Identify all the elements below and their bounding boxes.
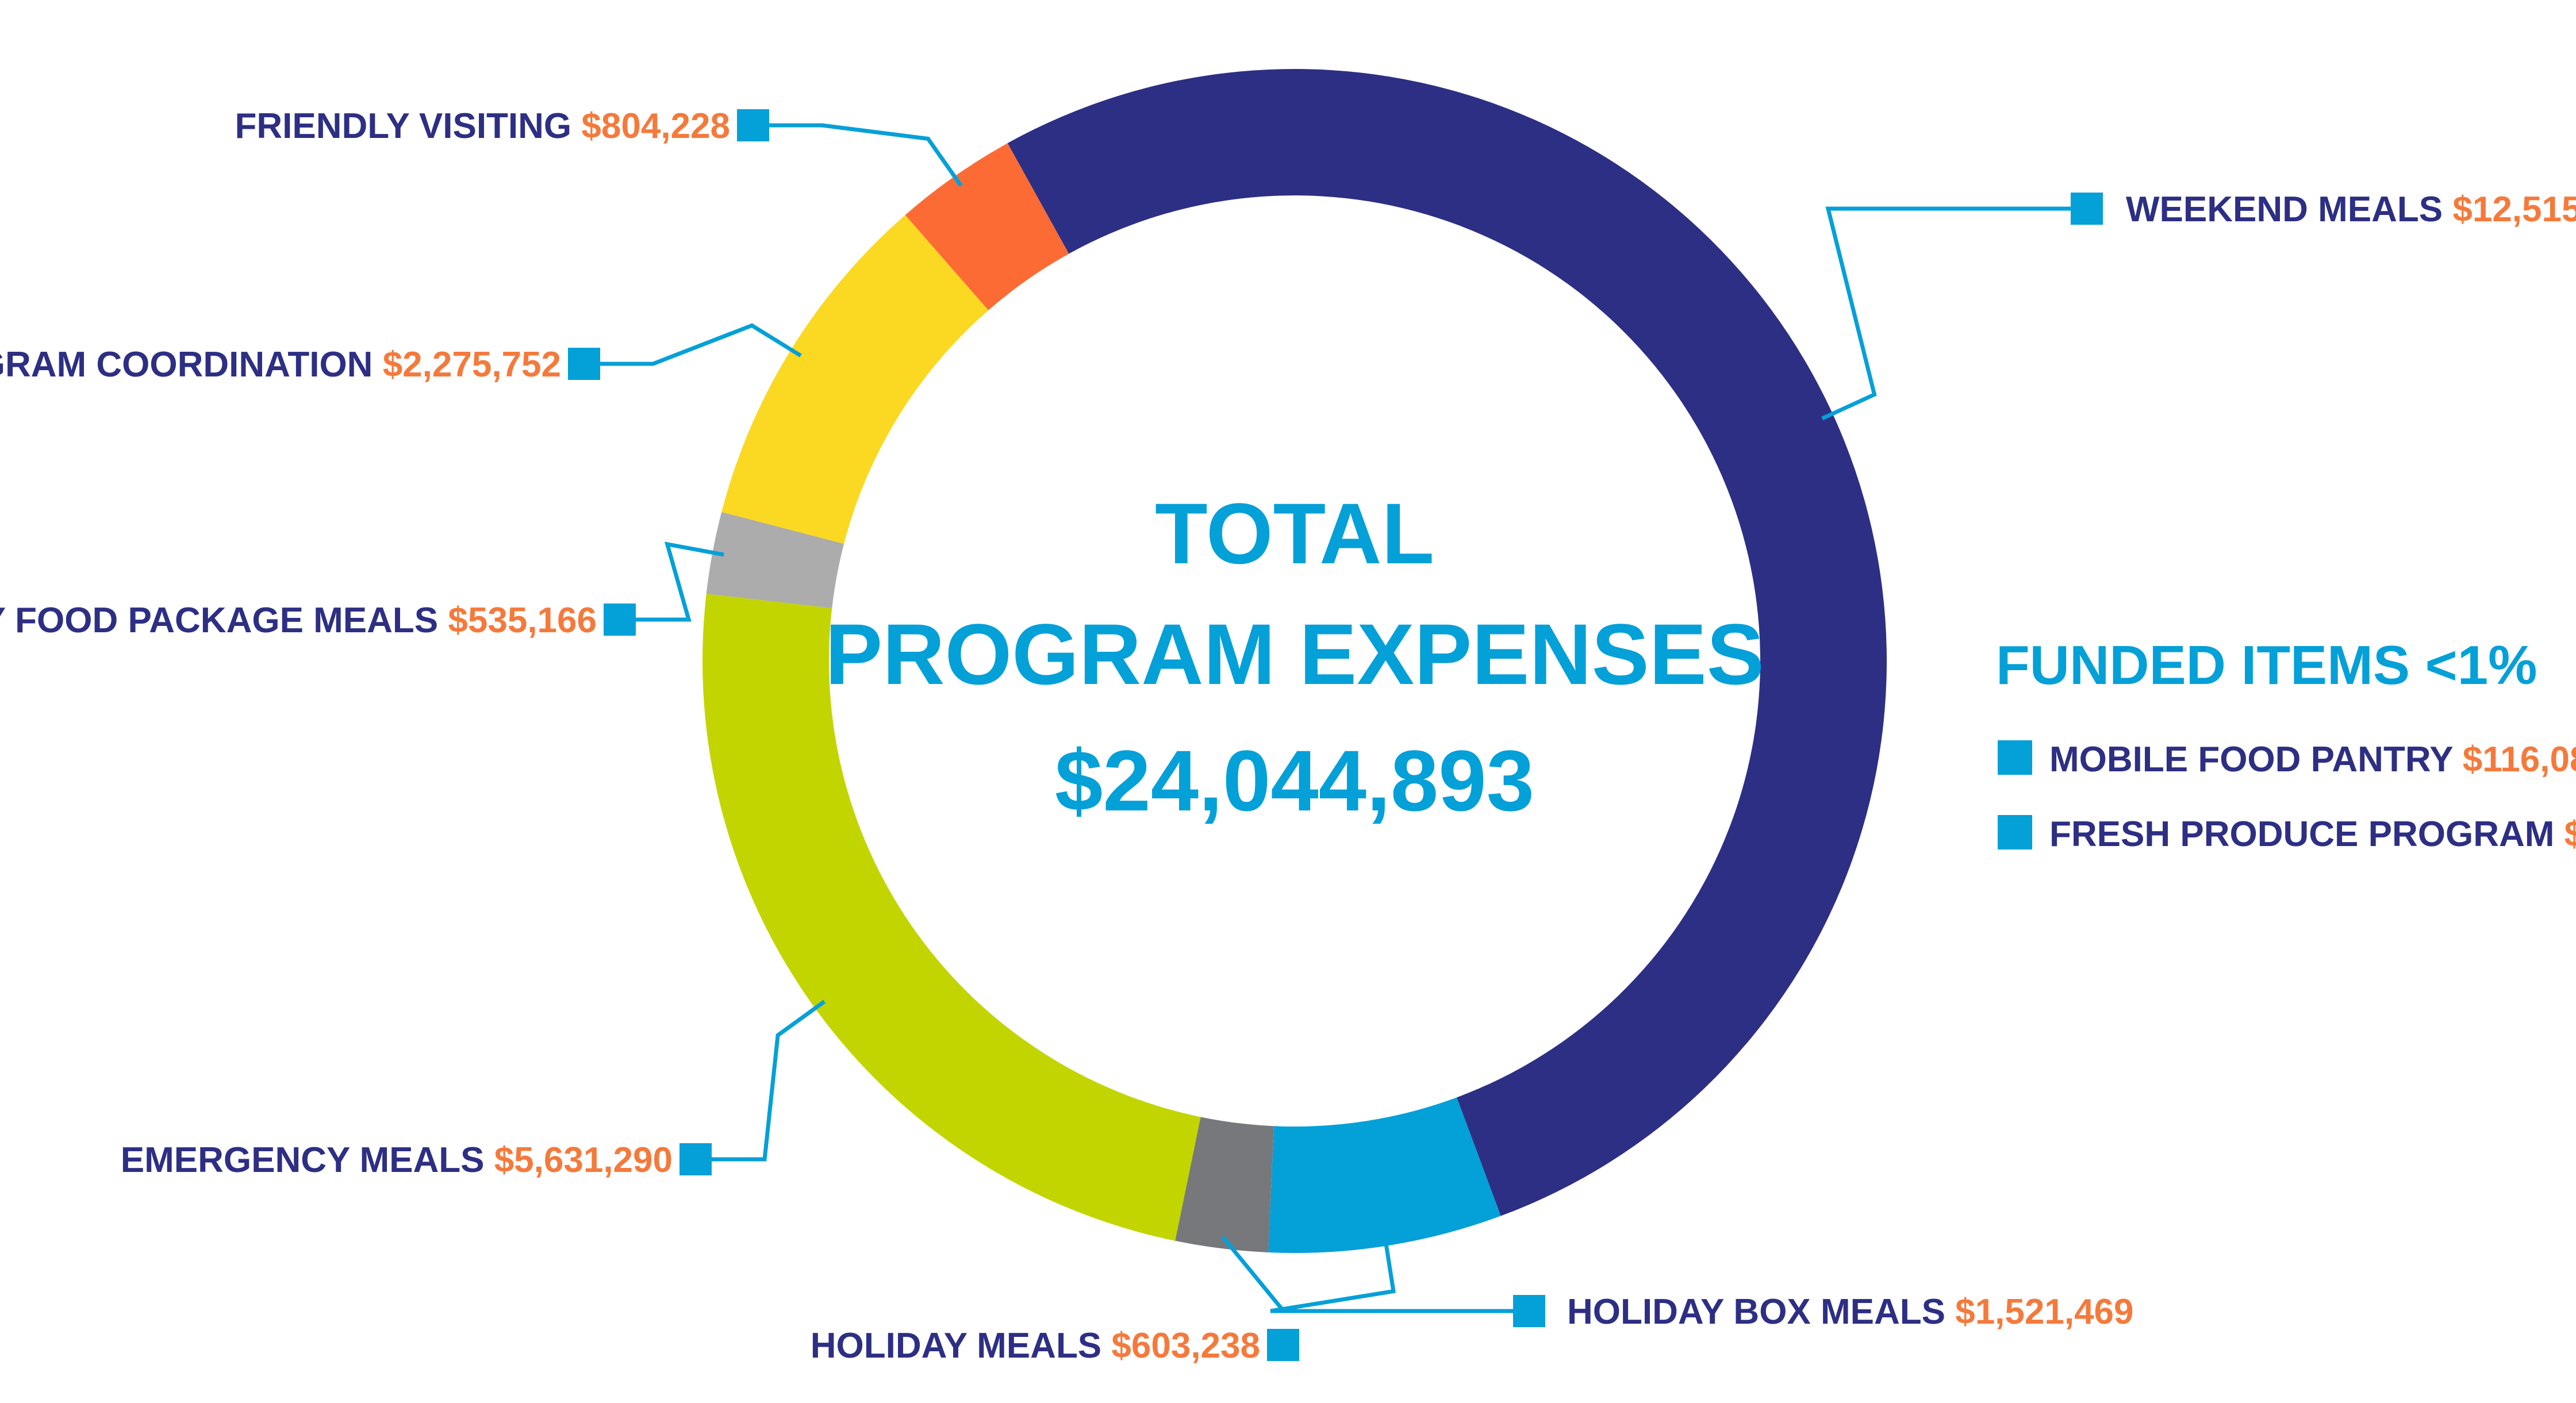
label-emergency-meals: EMERGENCY MEALS $5,631,290 <box>121 1140 673 1180</box>
label-category: EMERGENCY MEALS <box>121 1140 494 1180</box>
leader-weekend-meals <box>1821 206 2071 421</box>
label-category: EMERGENCY FOOD PACKAGE MEALS <box>0 601 448 640</box>
label-holiday-meals: HOLIDAY MEALS $603,238 <box>811 1326 1260 1366</box>
slice-weekend-meals <box>1007 69 1887 1216</box>
leader-emergency-food-package-meals <box>636 541 724 622</box>
center-total: $24,044,893 <box>1055 732 1534 829</box>
slice-friendly-visiting <box>905 143 1069 310</box>
label-value: $5,631,290 <box>494 1140 673 1180</box>
donut-slices <box>702 69 1887 1253</box>
funded-item-label: FRESH PRODUCE PROGRAM <box>2049 814 2565 854</box>
label-emergency-food-package-meals: EMERGENCY FOOD PACKAGE MEALS $535,166 <box>0 601 597 640</box>
label-friendly-visiting: FRIENDLY VISITING $804,228 <box>235 106 730 146</box>
leader-holiday-box-meals <box>1270 1234 1513 1313</box>
funded-marker-mobile-food-pantry <box>1998 740 2032 775</box>
slice-program-coordination <box>721 215 989 544</box>
slice-holiday-box-meals <box>1268 1097 1501 1253</box>
funded-item-label: MOBILE FOOD PANTRY <box>2049 740 2463 779</box>
marker-holiday-meals <box>1267 1329 1299 1361</box>
leader-holiday-meals <box>1221 1236 1285 1312</box>
label-value: $2,275,752 <box>383 345 561 385</box>
label-category: WEEKEND MEALS <box>2126 190 2452 229</box>
label-program-coordination: PROGRAM COORDINATION $2,275,752 <box>0 345 561 385</box>
marker-emergency-meals <box>679 1143 712 1175</box>
marker-weekend-meals <box>2071 193 2103 225</box>
slice-emergency-food-package-meals <box>706 512 844 609</box>
slice-emergency-meals <box>702 594 1201 1241</box>
label-weekend-meals: WEEKEND MEALS $12,515,476 <box>2126 190 2576 229</box>
label-value: $535,166 <box>448 601 597 640</box>
label-category: HOLIDAY BOX MEALS <box>1567 1292 1955 1332</box>
funded-items-list: MOBILE FOOD PANTRY $116,087 FRESH PRODUCE… <box>1998 740 2576 854</box>
label-value: $12,515,476 <box>2452 190 2576 229</box>
label-value: $1,521,469 <box>1955 1292 2133 1332</box>
label-category: PROGRAM COORDINATION <box>0 345 383 385</box>
funded-item-fresh-produce-program: FRESH PRODUCE PROGRAM $42,187 <box>2049 814 2576 854</box>
marker-program-coordination <box>568 348 600 380</box>
center-title-line1: TOTAL <box>1155 485 1434 582</box>
label-category: FRIENDLY VISITING <box>235 106 581 146</box>
leader-program-coordination <box>600 323 802 366</box>
funded-items-title: FUNDED ITEMS <1% <box>1996 635 2537 696</box>
leader-emergency-meals <box>712 1000 826 1162</box>
funded-marker-fresh-produce-program <box>1998 815 2032 850</box>
marker-emergency-food-package-meals <box>604 604 636 636</box>
marker-friendly-visiting <box>737 109 769 141</box>
funded-item-mobile-food-pantry: MOBILE FOOD PANTRY $116,087 <box>2049 740 2576 779</box>
center-title-line2: PROGRAM EXPENSES <box>825 606 1764 702</box>
slice-labels: WEEKEND MEALS $12,515,476 HOLIDAY BOX MEA… <box>0 106 2576 1366</box>
label-value: $804,228 <box>581 106 730 146</box>
funded-item-value: $116,087 <box>2463 740 2576 779</box>
label-value: $603,238 <box>1111 1326 1260 1366</box>
funded-item-value: $42,187 <box>2565 814 2576 854</box>
leader-lines <box>568 109 2103 1361</box>
leader-friendly-visiting <box>769 123 963 187</box>
label-holiday-box-meals: HOLIDAY BOX MEALS $1,521,469 <box>1567 1292 2134 1332</box>
marker-holiday-box-meals <box>1513 1295 1545 1327</box>
label-category: HOLIDAY MEALS <box>811 1326 1112 1366</box>
slice-holiday-meals <box>1175 1117 1274 1252</box>
